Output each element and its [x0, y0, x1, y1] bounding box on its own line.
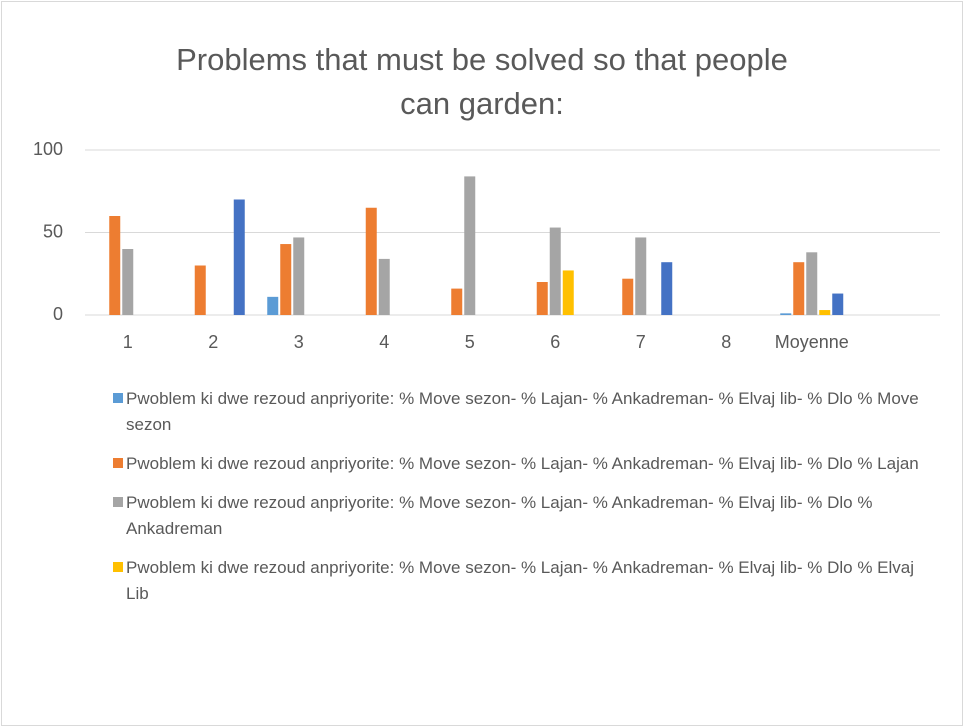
legend-swatch [113, 497, 123, 507]
bar [622, 278, 634, 315]
y-tick-label: 100 [33, 139, 63, 159]
legend-label: Pwoblem ki dwe rezoud anpriyorite: % Mov… [126, 389, 919, 434]
x-tick-label: 5 [465, 332, 475, 352]
x-tick-label: 6 [550, 332, 560, 352]
x-tick-label: 2 [208, 332, 218, 352]
bar [793, 262, 805, 315]
bar [280, 244, 292, 315]
bar [464, 176, 476, 315]
y-tick-label: 50 [43, 221, 63, 241]
legend-swatch [113, 562, 123, 572]
legend-label: Pwoblem ki dwe rezoud anpriyorite: % Mov… [126, 493, 873, 538]
bar [549, 227, 561, 315]
bar [365, 207, 377, 315]
y-tick-label: 0 [53, 304, 63, 324]
bar [819, 310, 831, 315]
bar [661, 262, 673, 315]
bar [635, 237, 647, 315]
bar [122, 249, 134, 315]
x-tick-label: Moyenne [775, 332, 849, 352]
bar [233, 199, 245, 315]
x-tick-label: 7 [636, 332, 646, 352]
x-tick-label: 1 [123, 332, 133, 352]
chart-title: Problems that must be solved so that peo… [176, 42, 788, 121]
x-tick-label: 4 [379, 332, 389, 352]
legend-label: Pwoblem ki dwe rezoud anpriyorite: % Mov… [126, 454, 919, 473]
legend-swatch [113, 393, 123, 403]
bar [293, 237, 305, 315]
bar [806, 252, 818, 315]
bar [451, 288, 463, 315]
bar [832, 293, 844, 315]
bar [780, 313, 792, 315]
legend-entry: Pwoblem ki dwe rezoud anpriyorite: % Mov… [110, 386, 930, 438]
legend: Pwoblem ki dwe rezoud anpriyorite: % Mov… [110, 386, 930, 620]
legend-label: Pwoblem ki dwe rezoud anpriyorite: % Mov… [126, 558, 915, 603]
legend-entry: Pwoblem ki dwe rezoud anpriyorite: % Mov… [110, 490, 930, 542]
bar [536, 282, 548, 315]
bar [378, 258, 390, 315]
bar [267, 296, 279, 315]
legend-entry: Pwoblem ki dwe rezoud anpriyorite: % Mov… [110, 555, 930, 607]
x-tick-label: 8 [721, 332, 731, 352]
bar [109, 216, 121, 315]
x-tick-label: 3 [294, 332, 304, 352]
legend-swatch [113, 458, 123, 468]
legend-entry: Pwoblem ki dwe rezoud anpriyorite: % Mov… [110, 451, 930, 477]
bar [194, 265, 206, 315]
bar [562, 270, 574, 315]
